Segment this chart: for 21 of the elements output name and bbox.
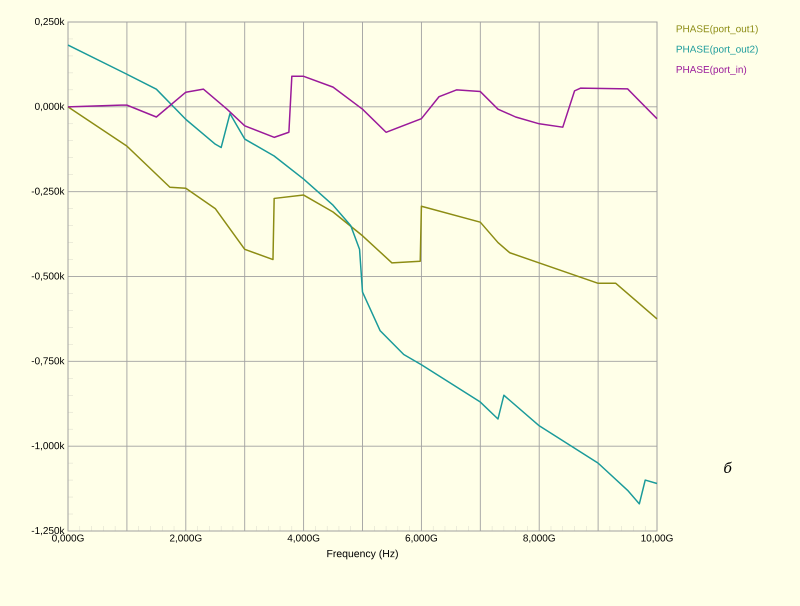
x-tick-label: 8,000G <box>523 534 555 543</box>
text: PHASE(port_in) <box>676 66 746 75</box>
line-series <box>67 76 658 138</box>
line-series <box>67 106 658 320</box>
y-tick-label: -0,250k <box>32 187 64 196</box>
text: PHASE(port_out2) <box>676 45 758 55</box>
text: PHASE(port_out1) <box>676 24 758 34</box>
y-tick-label: -1,000k <box>32 442 64 450</box>
line-series <box>67 44 658 505</box>
y-tick-label: -1,250k <box>32 526 64 536</box>
y-tick-label: 0,000k <box>34 102 65 112</box>
x-axis-title: Frequency (Hz) <box>327 550 398 560</box>
y-tick-label: -0,500k <box>32 272 64 281</box>
x-tick-label: 0,000G <box>52 534 84 543</box>
x-tick-label: 4,000G <box>288 534 320 543</box>
x-tick-label: 6,000G <box>406 534 438 543</box>
y-tick-label: -0,750k <box>32 357 64 366</box>
text: б <box>724 462 732 473</box>
x-tick-label: 10,00G <box>641 534 673 543</box>
y-tick-label: 0,250k <box>34 18 65 26</box>
x-tick-label: 2,000G <box>170 534 202 543</box>
